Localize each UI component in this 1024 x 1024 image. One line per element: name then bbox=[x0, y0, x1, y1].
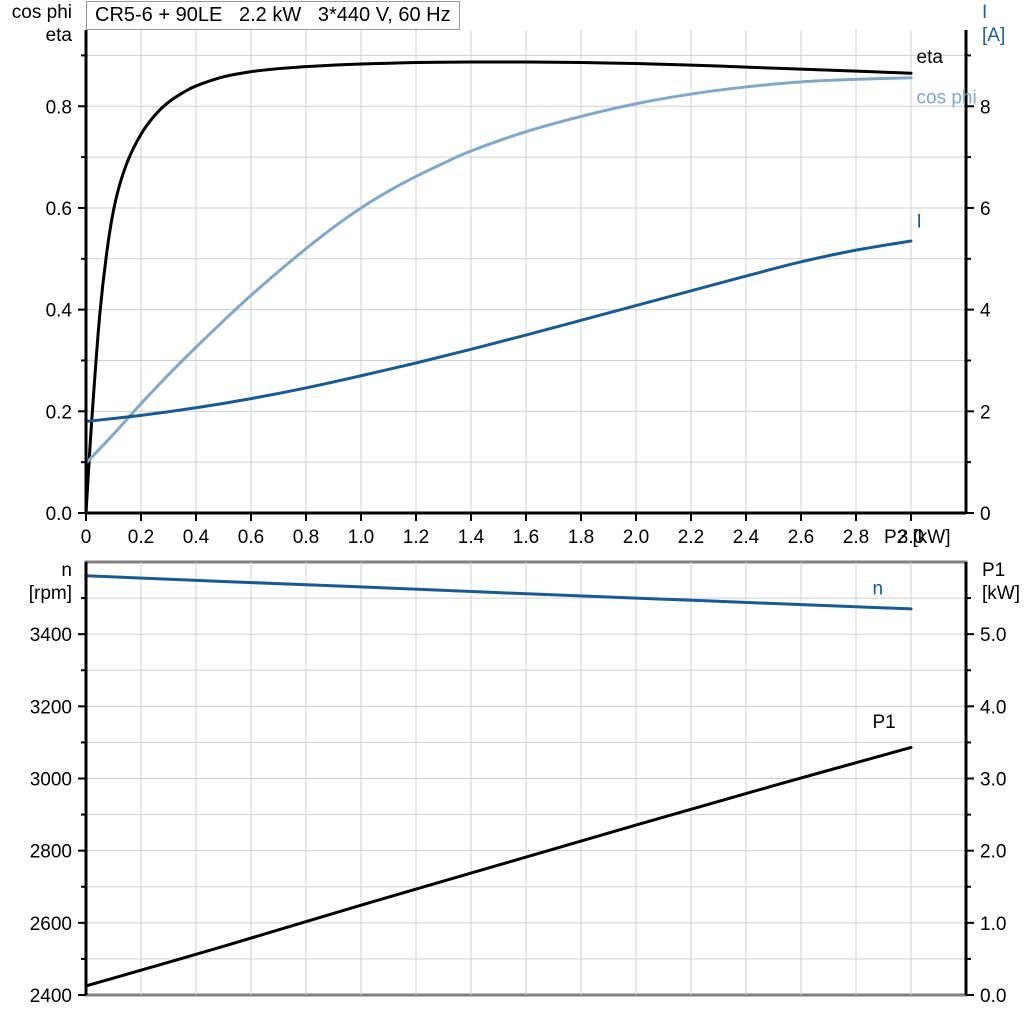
upper-xtick: 0.4 bbox=[183, 527, 210, 548]
upper-xtick: 1.6 bbox=[513, 527, 539, 548]
lower-ytick-left: 3200 bbox=[30, 697, 72, 718]
lower-ytick-right: 5.0 bbox=[980, 625, 1006, 646]
upper-ytick-left: 0.0 bbox=[46, 504, 72, 525]
upper-xtick: 0.2 bbox=[128, 527, 154, 548]
curve-label-eta: eta bbox=[917, 47, 944, 68]
lower-chart-svg: 2400 2600 2800 3000 3200 3400 0.0 1.0 2.0 3.0 4.0 5… bbox=[29, 560, 1020, 1007]
upper-xtick: 2.6 bbox=[788, 527, 814, 548]
upper-ytick-left: 0.6 bbox=[46, 199, 72, 220]
upper-xtick: 1.0 bbox=[348, 527, 374, 548]
upper-xtick: 1.4 bbox=[458, 527, 485, 548]
upper-right-axis-label-line1: I bbox=[982, 2, 987, 23]
lower-chart: 2400 2600 2800 3000 3200 3400 0.0 1.0 2.0 3.0 4.0 5… bbox=[0, 548, 1024, 1024]
upper-xtick: 1.8 bbox=[568, 527, 594, 548]
curve-label-p1: P1 bbox=[873, 712, 896, 733]
lower-ytick-left: 2800 bbox=[30, 842, 72, 863]
lower-ytick-right: 0.0 bbox=[980, 986, 1006, 1007]
chart-title-box: CR5-6 + 90LE 2.2 kW 3*440 V, 60 Hz bbox=[86, 1, 460, 30]
lower-right-axis-label-line2: [kW] bbox=[982, 583, 1020, 604]
upper-ytick-right: 2 bbox=[980, 402, 991, 423]
upper-xtick: 2.2 bbox=[678, 527, 704, 548]
upper-ytick-right: 8 bbox=[980, 97, 991, 118]
lower-ytick-right: 3.0 bbox=[980, 770, 1006, 791]
lower-ytick-left: 2600 bbox=[30, 914, 72, 935]
curve-label-current: I bbox=[917, 211, 922, 232]
upper-x-axis-label: P2 [kW] bbox=[884, 527, 951, 548]
upper-ytick-right: 0 bbox=[980, 504, 991, 525]
upper-xtick: 2.8 bbox=[843, 527, 869, 548]
upper-xtick: 2.4 bbox=[733, 527, 760, 548]
upper-chart: 0.0 0.2 0.4 0.6 0.8 0 2 4 6 8 0 0.2 0.4 0.6 0.8 1.0 1.2 1… bbox=[12, 2, 1005, 548]
curve-eta bbox=[84, 60, 913, 515]
upper-left-axis-label-line2: eta bbox=[46, 25, 73, 46]
upper-xtick: 0 bbox=[81, 527, 92, 548]
upper-xtick: 3.0 bbox=[898, 527, 924, 548]
lower-left-axis-label-line2: [rpm] bbox=[29, 583, 72, 604]
lower-left-axis-label-line1: n bbox=[61, 560, 72, 581]
lower-ytick-left: 2400 bbox=[30, 986, 72, 1007]
lower-right-axis-label-line1: P1 bbox=[982, 560, 1005, 581]
upper-ytick-left: 0.2 bbox=[46, 402, 72, 423]
curve-cos-phi bbox=[84, 76, 913, 465]
lower-ytick-left: 3000 bbox=[30, 770, 72, 791]
upper-right-axis-label-line2: [A] bbox=[982, 25, 1005, 46]
lower-ytick-right: 2.0 bbox=[980, 842, 1006, 863]
curve-n bbox=[84, 574, 913, 611]
upper-xtick: 0.6 bbox=[238, 527, 264, 548]
chart-title-text: CR5-6 + 90LE 2.2 kW 3*440 V, 60 Hz bbox=[95, 4, 451, 26]
upper-xtick: 2.0 bbox=[623, 527, 649, 548]
curve-label-cos-phi: cos phi bbox=[917, 88, 977, 109]
upper-chart-svg: 0.0 0.2 0.4 0.6 0.8 0 2 4 6 8 0 0.2 0.4 0.6 0.8 1.0 1.2 1… bbox=[12, 2, 1005, 548]
curve-P1 bbox=[84, 745, 913, 988]
upper-ytick-right: 6 bbox=[980, 199, 991, 220]
upper-ytick-left: 0.4 bbox=[46, 301, 73, 322]
upper-xtick: 0.8 bbox=[293, 527, 319, 548]
lower-ytick-left: 3400 bbox=[30, 625, 72, 646]
lower-ytick-right: 4.0 bbox=[980, 697, 1006, 718]
upper-ytick-left: 0.8 bbox=[46, 97, 72, 118]
curve-I bbox=[84, 239, 913, 423]
upper-xtick: 1.2 bbox=[403, 527, 429, 548]
upper-left-axis-label-line1: cos phi bbox=[12, 2, 72, 23]
upper-ytick-right: 4 bbox=[980, 301, 991, 322]
curve-label-speed: n bbox=[873, 578, 884, 599]
lower-ytick-right: 1.0 bbox=[980, 914, 1006, 935]
